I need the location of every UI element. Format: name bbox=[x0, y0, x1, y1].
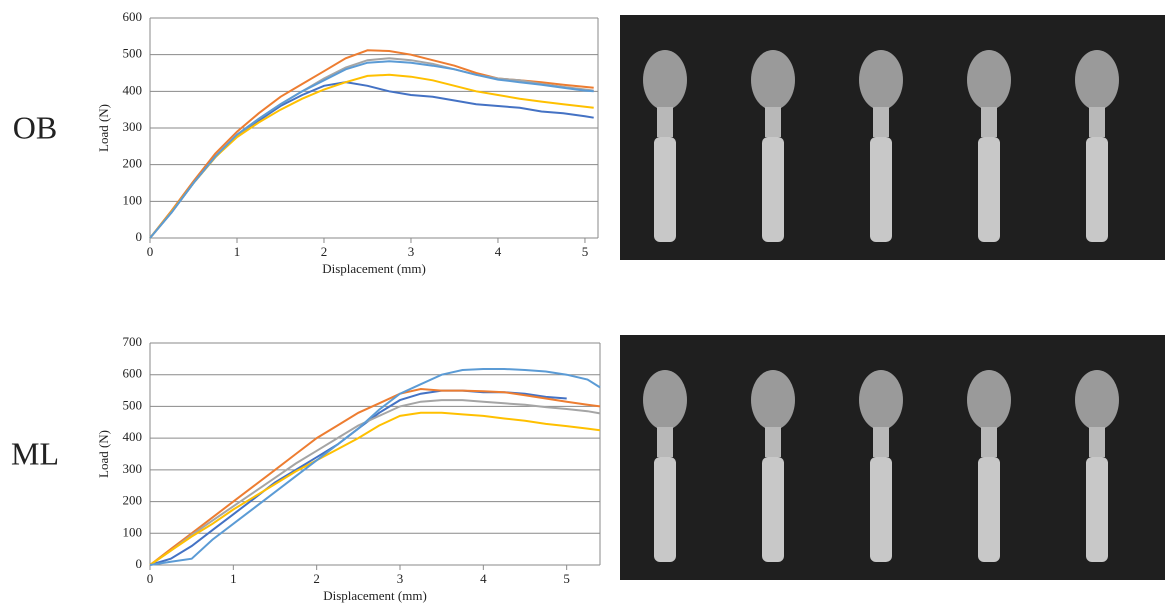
implant bbox=[1075, 50, 1119, 242]
x-tick-label: 1 bbox=[234, 244, 241, 259]
implant bbox=[643, 370, 687, 562]
implant-head bbox=[751, 50, 795, 110]
y-tick-label: 400 bbox=[123, 429, 143, 444]
y-tick-label: 0 bbox=[136, 229, 143, 244]
implant bbox=[859, 370, 903, 562]
x-tick-label: 0 bbox=[147, 571, 154, 586]
y-axis-label: Load (N) bbox=[96, 104, 111, 152]
implant-screw bbox=[1086, 137, 1108, 242]
y-tick-label: 600 bbox=[123, 9, 143, 24]
y-tick-label: 200 bbox=[123, 493, 143, 508]
x-tick-label: 4 bbox=[480, 571, 487, 586]
y-tick-label: 500 bbox=[123, 46, 143, 61]
implant-screw bbox=[654, 457, 676, 562]
x-tick-label: 4 bbox=[495, 244, 502, 259]
x-tick-label: 2 bbox=[313, 571, 320, 586]
implant-neck bbox=[873, 427, 889, 457]
y-tick-label: 100 bbox=[123, 192, 143, 207]
y-tick-label: 300 bbox=[123, 119, 143, 134]
x-tick-label: 3 bbox=[397, 571, 404, 586]
row-label: ML bbox=[11, 435, 59, 471]
x-tick-label: 5 bbox=[563, 571, 570, 586]
photo bbox=[620, 15, 1165, 260]
data-line bbox=[149, 399, 601, 566]
x-tick-label: 2 bbox=[321, 244, 328, 259]
implant-head bbox=[643, 370, 687, 430]
y-tick-label: 500 bbox=[123, 397, 143, 412]
implant bbox=[1075, 370, 1119, 562]
data-line bbox=[149, 57, 594, 239]
implant-head bbox=[859, 370, 903, 430]
implant bbox=[751, 50, 795, 242]
y-tick-label: 300 bbox=[123, 461, 143, 476]
implant-head bbox=[967, 50, 1011, 110]
implant-neck bbox=[765, 107, 781, 137]
implant-screw bbox=[978, 137, 1000, 242]
implant-neck bbox=[657, 107, 673, 137]
implant-screw bbox=[654, 137, 676, 242]
data-line bbox=[149, 387, 601, 566]
implant-head bbox=[967, 370, 1011, 430]
implant bbox=[751, 370, 795, 562]
implant-head bbox=[859, 50, 903, 110]
implant-screw bbox=[1086, 457, 1108, 562]
implant bbox=[643, 50, 687, 242]
x-axis-label: Displacement (mm) bbox=[322, 261, 426, 276]
implant-neck bbox=[765, 427, 781, 457]
y-tick-label: 600 bbox=[123, 366, 143, 381]
implant-screw bbox=[762, 457, 784, 562]
data-line bbox=[149, 73, 594, 239]
implant-head bbox=[751, 370, 795, 430]
implant-head bbox=[643, 50, 687, 110]
x-tick-label: 1 bbox=[230, 571, 237, 586]
row-label: OB bbox=[13, 109, 57, 145]
implant-neck bbox=[873, 107, 889, 137]
data-line bbox=[149, 81, 594, 239]
implant-neck bbox=[981, 107, 997, 137]
data-line bbox=[149, 411, 601, 566]
implant-screw bbox=[870, 137, 892, 242]
y-tick-label: 0 bbox=[136, 556, 143, 571]
implant-head bbox=[1075, 370, 1119, 430]
implant-screw bbox=[762, 137, 784, 242]
data-line bbox=[149, 60, 594, 239]
y-tick-label: 100 bbox=[123, 524, 143, 539]
y-tick-label: 400 bbox=[123, 82, 143, 97]
y-axis-label: Load (N) bbox=[96, 430, 111, 478]
implant-screw bbox=[870, 457, 892, 562]
x-axis-label: Displacement (mm) bbox=[323, 588, 427, 603]
implant-neck bbox=[1089, 427, 1105, 457]
x-tick-label: 0 bbox=[147, 244, 154, 259]
implant-head bbox=[1075, 50, 1119, 110]
data-line bbox=[149, 49, 594, 239]
x-tick-label: 3 bbox=[408, 244, 415, 259]
x-tick-label: 5 bbox=[582, 244, 589, 259]
implant-neck bbox=[1089, 107, 1105, 137]
y-tick-label: 700 bbox=[123, 334, 143, 349]
implant-neck bbox=[657, 427, 673, 457]
implant bbox=[967, 370, 1011, 562]
data-line bbox=[149, 368, 601, 566]
implant-screw bbox=[978, 457, 1000, 562]
implant bbox=[967, 50, 1011, 242]
photo bbox=[620, 335, 1165, 580]
implant bbox=[859, 50, 903, 242]
implant-neck bbox=[981, 427, 997, 457]
y-tick-label: 200 bbox=[123, 156, 143, 171]
